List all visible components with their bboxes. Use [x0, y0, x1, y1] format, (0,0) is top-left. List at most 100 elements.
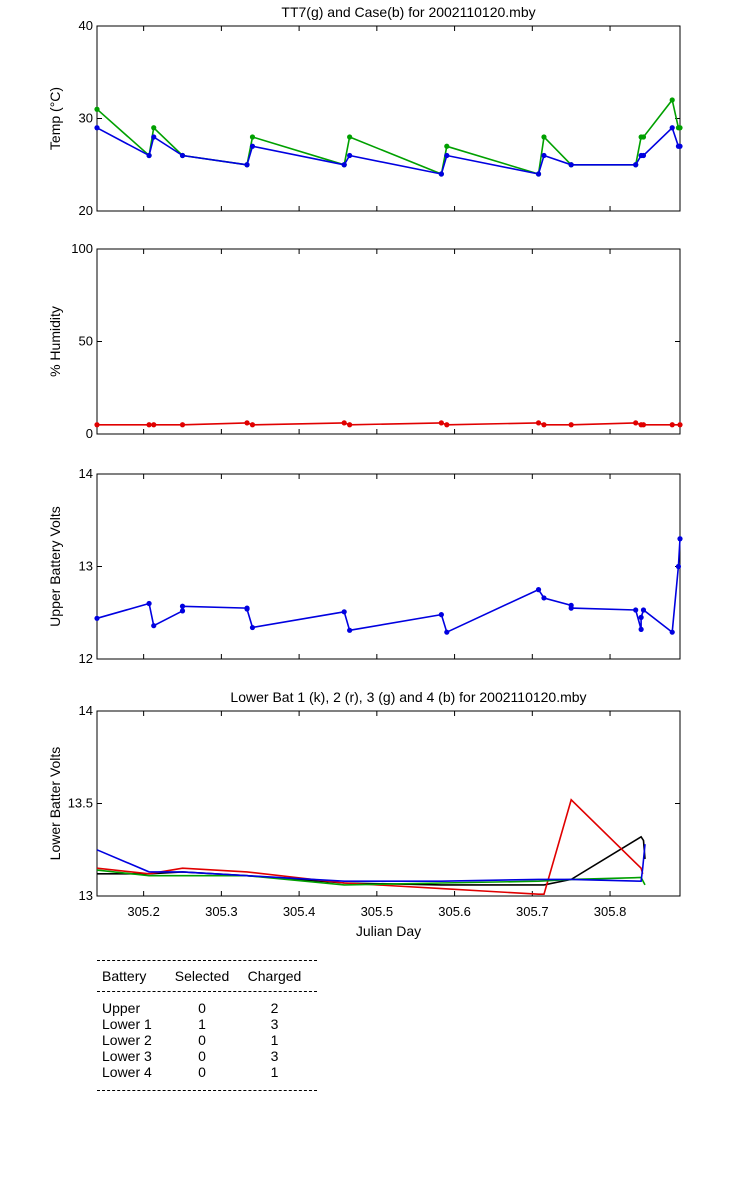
series-line-1 [96, 538, 681, 634]
data-point [347, 627, 353, 633]
row-battery: Upper [102, 1000, 141, 1016]
data-point [249, 624, 256, 631]
data-point [675, 563, 682, 570]
data-point [640, 607, 647, 613]
series-line-3 [96, 869, 646, 886]
y-tick-label: 13 [79, 559, 93, 574]
y-tick-label: 100 [71, 241, 93, 256]
chart-title: TT7(g) and Case(b) for 2002110120.mby [281, 4, 535, 20]
data-point [347, 134, 353, 140]
data-point [669, 97, 675, 103]
y-tick-label: 20 [79, 203, 93, 218]
data-point [151, 422, 157, 428]
row-charged: 3 [270, 1048, 279, 1064]
row-battery: Lower 1 [102, 1016, 152, 1032]
data-point [568, 605, 574, 611]
row-battery: Lower 2 [102, 1032, 152, 1048]
data-point [677, 422, 683, 428]
chart-panel-3: 12 13 14 Upper Battery Volts [47, 466, 683, 666]
table-header-row: Battery Selected Charged [97, 961, 317, 991]
header-battery: Battery [102, 968, 147, 984]
data-point [244, 606, 250, 612]
table-bottom-rule [97, 1090, 317, 1091]
data-point [677, 143, 683, 149]
y-axis-label: Temp (°C) [47, 87, 63, 150]
data-point [341, 162, 347, 168]
data-point [677, 125, 683, 131]
data-point [94, 125, 100, 131]
row-charged: 1 [270, 1064, 279, 1080]
y-tick-label: 13.5 [68, 796, 93, 811]
x-tick-label: 305.7 [516, 904, 549, 919]
table-header-rule [97, 991, 317, 992]
data-point [638, 614, 644, 620]
data-point [638, 626, 644, 633]
data-point [633, 420, 639, 426]
row-selected: 0 [198, 1000, 206, 1016]
y-tick-label: 12 [79, 651, 93, 666]
data-point [151, 134, 157, 140]
plot-frame [96, 473, 681, 660]
data-point [438, 612, 444, 618]
table-row: Lower 4 0 1 [97, 1064, 317, 1080]
plot-frame [96, 248, 681, 435]
charts-canvas: 20 30 40 TT7(g) and Case(b) for 2002110120.… [47, 4, 683, 939]
x-tick-label: 305.2 [127, 904, 160, 919]
table-row: Upper 0 2 [97, 1000, 317, 1016]
x-tick-label: 305.5 [361, 904, 394, 919]
data-point [444, 143, 450, 149]
data-point [535, 587, 542, 593]
data-point [146, 600, 152, 607]
x-tick-label: 305.3 [205, 904, 238, 919]
data-point [341, 609, 347, 615]
data-point [347, 152, 353, 159]
data-point [633, 607, 639, 613]
header-selected: Selected [174, 968, 230, 984]
data-point [444, 629, 450, 635]
data-point [640, 422, 647, 428]
row-charged: 3 [270, 1016, 279, 1032]
data-point [444, 422, 450, 428]
y-tick-label: 0 [86, 426, 93, 441]
data-point [541, 134, 547, 140]
y-tick-label: 14 [79, 466, 93, 481]
row-selected: 1 [198, 1016, 206, 1032]
data-point [151, 623, 157, 629]
y-tick-label: 50 [79, 334, 93, 349]
data-point [179, 603, 186, 609]
table-row: Lower 2 0 1 [97, 1032, 317, 1048]
data-point [669, 125, 675, 131]
data-point [151, 125, 157, 131]
data-point [146, 152, 152, 159]
data-point [249, 134, 256, 140]
series-line-2 [96, 126, 680, 175]
data-point [568, 162, 574, 168]
data-point [541, 595, 547, 601]
row-selected: 0 [198, 1032, 206, 1048]
data-point [438, 171, 444, 177]
y-tick-label: 13 [79, 888, 93, 903]
battery-status-table: Battery Selected Charged Upper 0 2 Lower… [97, 960, 317, 1091]
data-point [179, 422, 186, 428]
table-row: Lower 3 0 3 [97, 1048, 317, 1064]
data-point [568, 422, 574, 428]
data-point [179, 608, 186, 614]
plot-frame [96, 25, 681, 212]
y-axis-label: Lower Batter Volts [47, 747, 63, 861]
data-point [94, 106, 100, 112]
data-point [347, 422, 353, 428]
chart-panel-2: 0 50 100 % Humidity [47, 241, 683, 441]
series-line-2 [96, 798, 644, 896]
data-point [249, 143, 256, 149]
data-point [179, 152, 186, 159]
series-line-4 [96, 844, 646, 883]
y-tick-label: 40 [79, 18, 93, 33]
header-charged: Charged [247, 968, 302, 984]
data-point [244, 162, 250, 168]
data-point [535, 171, 542, 177]
chart-panel-4: 13 13.5 14 305.2 305.3 305.4 305.5 305.6 305.7 30… [47, 689, 681, 939]
y-tick-label: 30 [79, 111, 93, 126]
chart-title: Lower Bat 1 (k), 2 (r), 3 (g) and 4 (b) … [230, 689, 586, 705]
data-point [541, 422, 547, 428]
data-point [244, 420, 250, 426]
